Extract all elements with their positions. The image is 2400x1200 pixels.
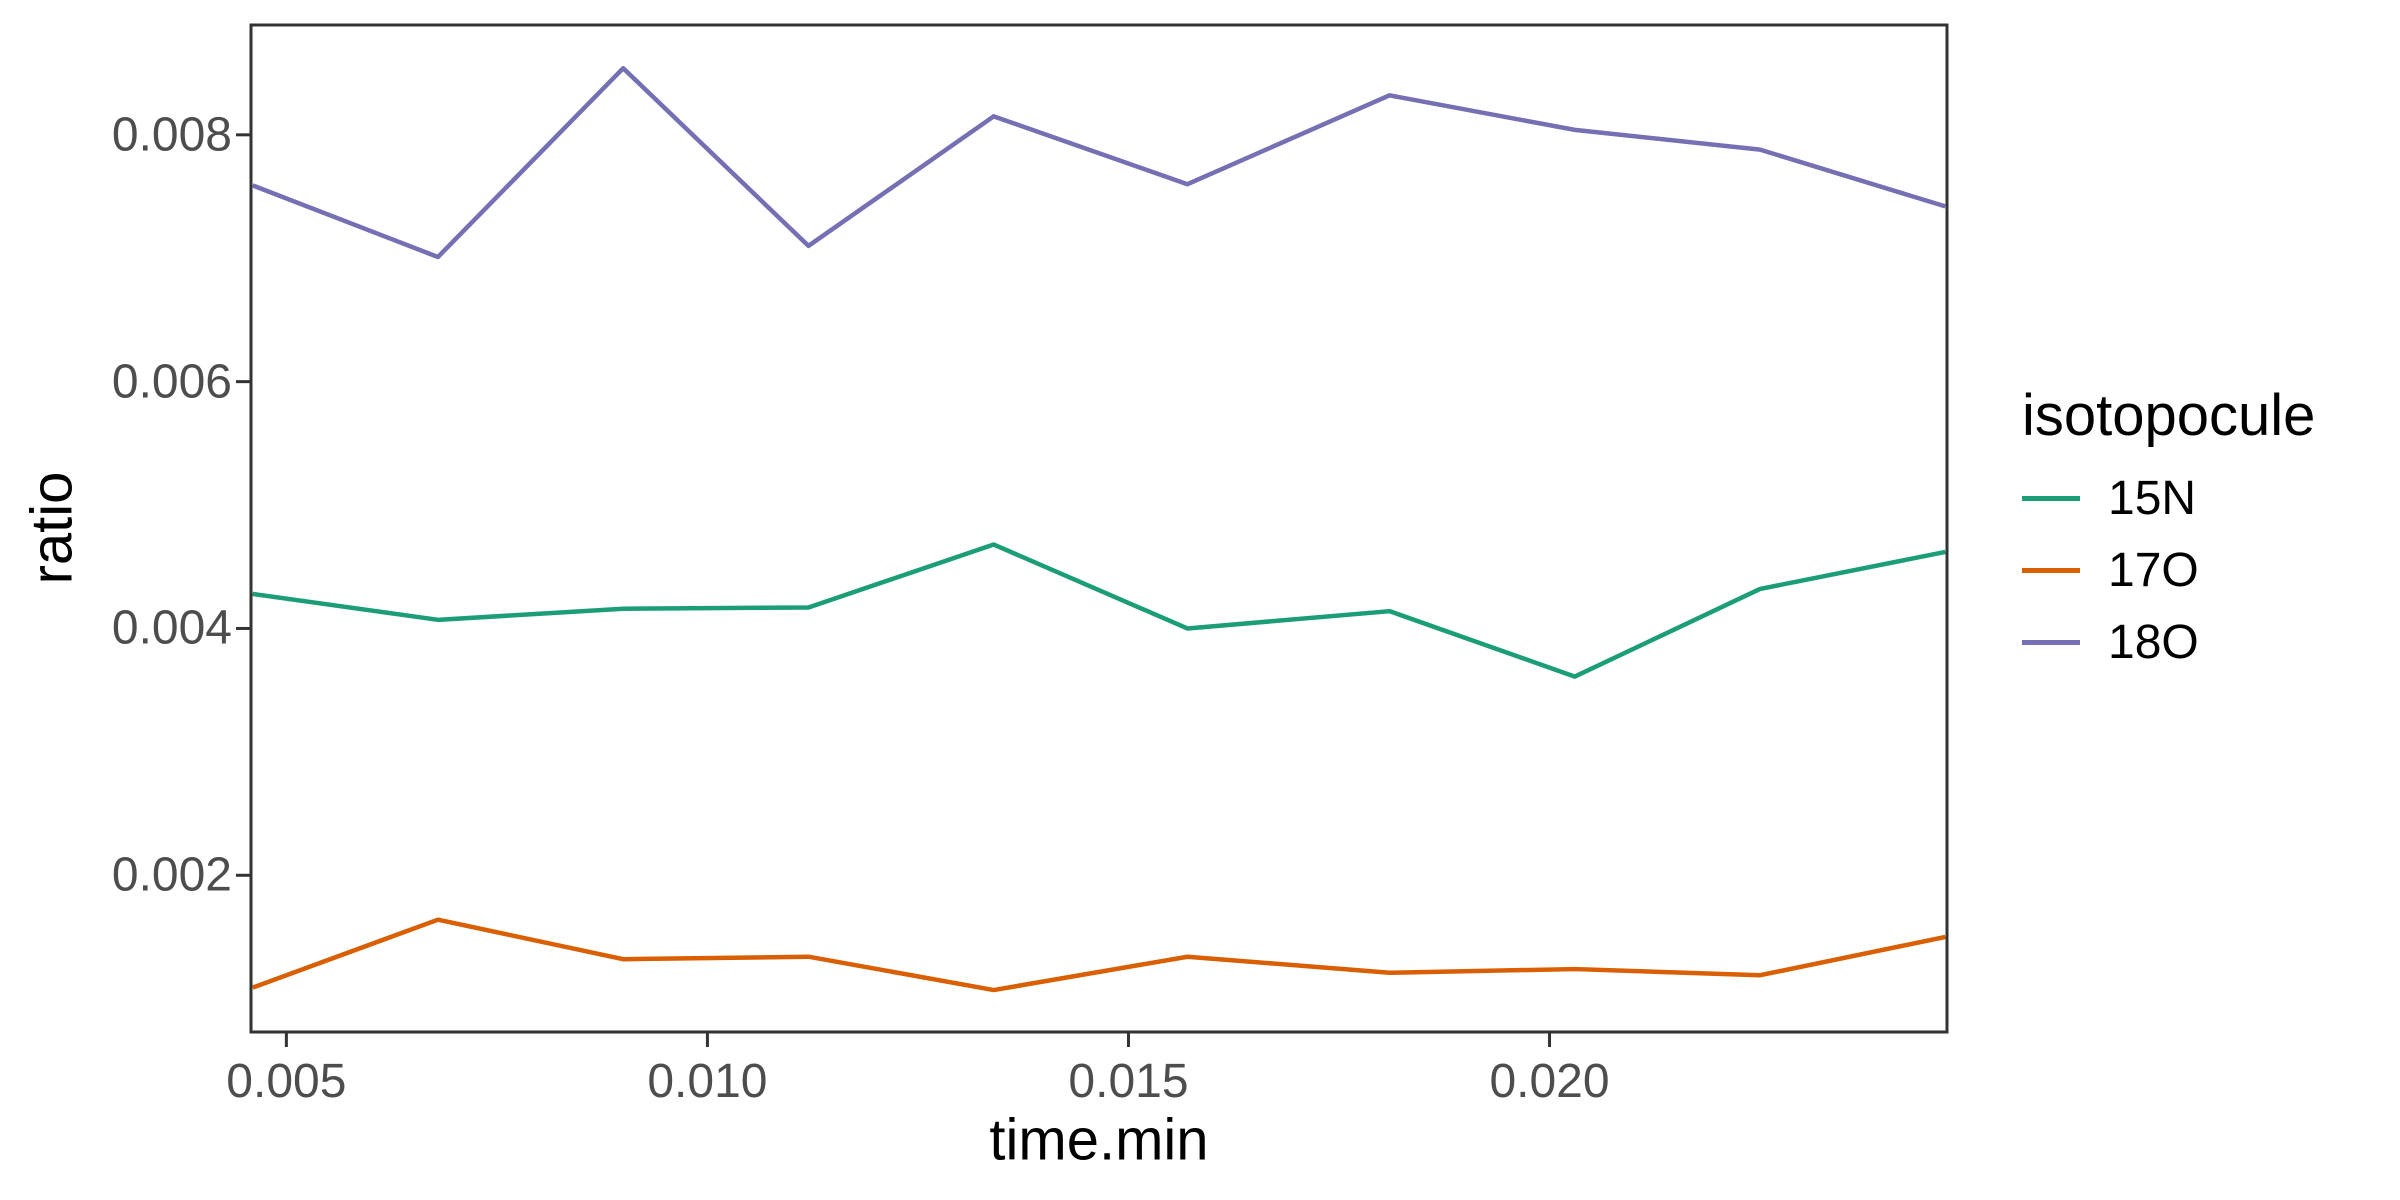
legend-title: isotopocule (2022, 383, 2316, 448)
series-line-15N (252, 542, 1946, 679)
legend-item-label: 17O (2108, 543, 2199, 597)
panel-border (249, 23, 1949, 1034)
series-line-17O (251, 917, 1946, 993)
legend-item: 18O (2022, 613, 2199, 671)
legend-item-label: 18O (2108, 615, 2199, 669)
y-tick-label: 0.004 (111, 601, 232, 655)
legend-item: 15N (2022, 469, 2196, 527)
x-tick-label: 0.020 (1489, 1055, 1610, 1108)
legend-swatch-18O (2022, 639, 2080, 645)
x-axis-title: time.min (989, 1107, 1209, 1173)
x-tick-label: 0.010 (647, 1055, 768, 1108)
legend-swatch-17O (2022, 567, 2080, 573)
series-line-18O (251, 65, 1946, 260)
x-tick-label: 0.015 (1068, 1055, 1189, 1108)
y-axis-title: ratio (19, 471, 85, 585)
x-tick-label: 0.005 (226, 1055, 347, 1108)
y-tick-label: 0.006 (111, 355, 232, 409)
legend-item-label: 15N (2108, 471, 2197, 525)
y-tick-label: 0.008 (111, 108, 232, 162)
legend-swatch-15N (2022, 495, 2080, 501)
legend-item: 17O (2022, 541, 2199, 599)
y-tick-label: 0.002 (111, 848, 232, 902)
